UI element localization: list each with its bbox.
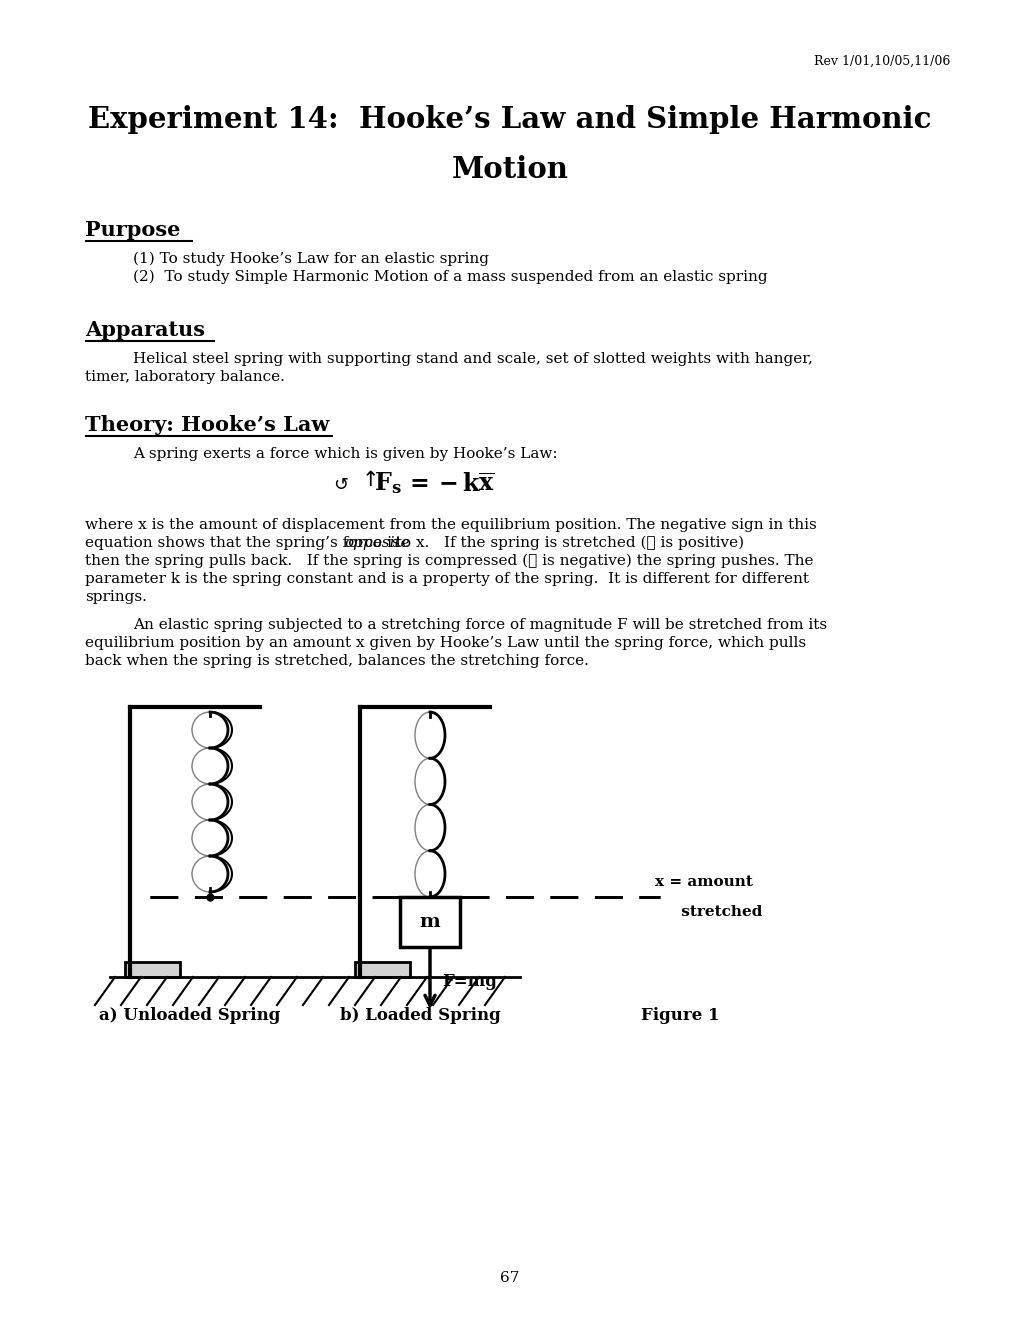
Text: (2)  To study Simple Harmonic Motion of a mass suspended from an elastic spring: (2) To study Simple Harmonic Motion of a… [132,271,767,284]
Bar [355,962,410,977]
Text: Motion: Motion [451,154,568,183]
Text: Helical steel spring with supporting stand and scale, set of slotted weights wit: Helical steel spring with supporting sta… [132,352,812,366]
Text: springs.: springs. [85,590,147,605]
Text: A spring exerts a force which is given by Hooke’s Law:: A spring exerts a force which is given b… [132,447,557,461]
Text: b) Loaded Spring: b) Loaded Spring [339,1007,500,1024]
Text: $\circlearrowleft$: $\circlearrowleft$ [330,475,348,492]
Text: stretched: stretched [654,906,761,919]
Text: equation shows that the spring’s force is: equation shows that the spring’s force i… [85,536,405,550]
Text: $\mathbf{F_s}$: $\mathbf{F_s}$ [374,470,401,496]
Text: An elastic spring subjected to a stretching force of magnitude F will be stretch: An elastic spring subjected to a stretch… [132,618,826,632]
Text: back when the spring is stretched, balances the stretching force.: back when the spring is stretched, balan… [85,653,588,668]
Text: timer, laboratory balance.: timer, laboratory balance. [85,370,284,384]
Text: Experiment 14:  Hooke’s Law and Simple Harmonic: Experiment 14: Hooke’s Law and Simple Ha… [89,106,930,135]
Text: where x is the amount of displacement from the equilibrium position. The negativ: where x is the amount of displacement fr… [85,517,816,532]
Text: Purpose: Purpose [85,220,180,240]
Text: x = amount: x = amount [654,875,752,888]
Bar [399,898,460,946]
Text: to x.   If the spring is stretched (ᶋ is positive): to x. If the spring is stretched (ᶋ is p… [390,536,743,550]
Text: F=mg: F=mg [441,974,496,990]
Text: $\mathbf{= - k\overline{x}}$: $\mathbf{= - k\overline{x}}$ [405,473,494,496]
Text: opposite: opposite [344,536,410,550]
Text: equilibrium position by an amount x given by Hooke’s Law until the spring force,: equilibrium position by an amount x give… [85,636,805,649]
Text: Rev 1/01,10/05,11/06: Rev 1/01,10/05,11/06 [813,55,949,69]
Text: Apparatus: Apparatus [85,319,205,341]
Text: 67: 67 [500,1271,519,1284]
Text: Figure 1: Figure 1 [640,1007,718,1024]
Text: (1) To study Hooke’s Law for an elastic spring: (1) To study Hooke’s Law for an elastic … [132,252,488,267]
Text: Theory: Hooke’s Law: Theory: Hooke’s Law [85,414,329,436]
Bar [125,962,179,977]
Text: parameter k is the spring constant and is a property of the spring.  It is diffe: parameter k is the spring constant and i… [85,572,808,586]
Text: then the spring pulls back.   If the spring is compressed (ᶋ is negative) the sp: then the spring pulls back. If the sprin… [85,554,813,569]
Text: $\uparrow$: $\uparrow$ [357,470,376,490]
Text: a) Unloaded Spring: a) Unloaded Spring [99,1007,280,1024]
Text: m: m [419,913,440,931]
